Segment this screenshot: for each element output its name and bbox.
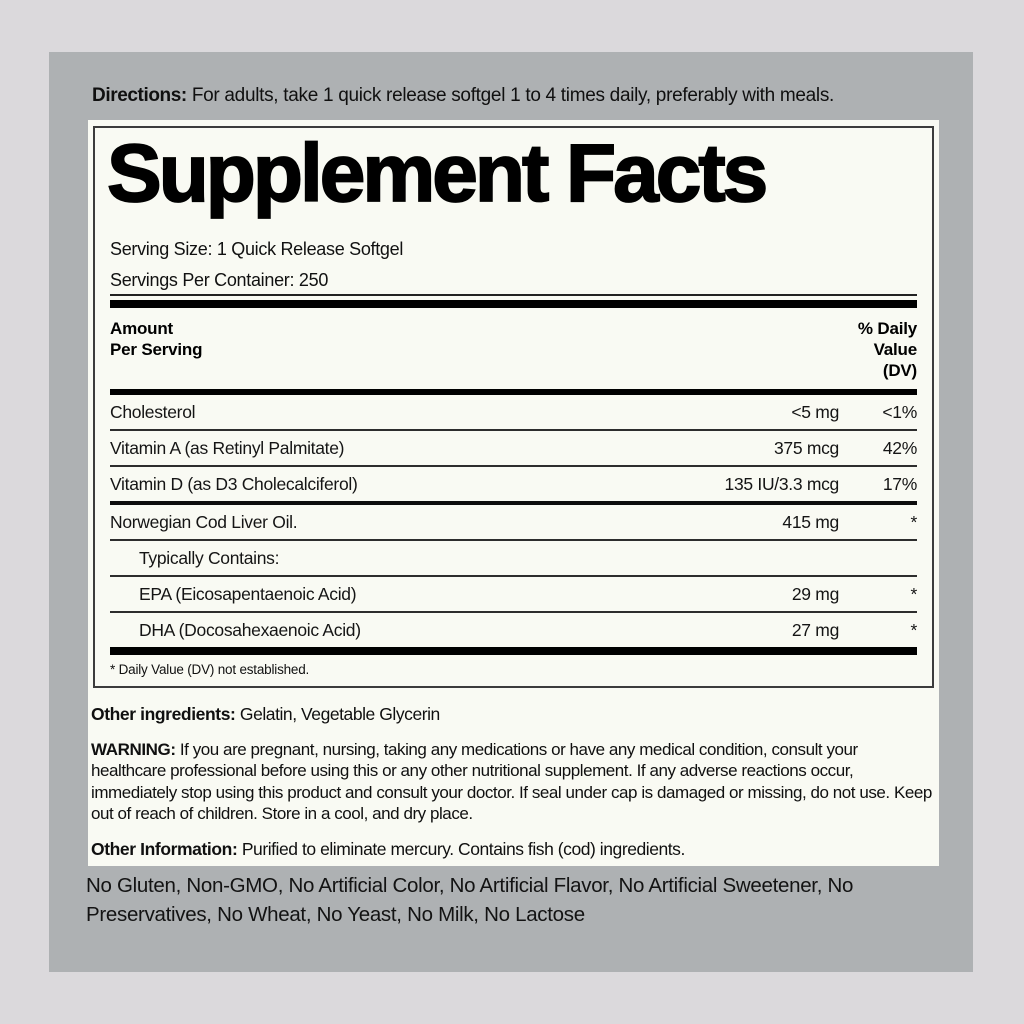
- table-row: EPA (Eicosapentaenoic Acid) 29 mg *: [110, 577, 917, 611]
- table-header: Amount Per Serving % Daily Value (DV): [110, 308, 917, 389]
- label-lower-sections: Other ingredients: Gelatin, Vegetable Gl…: [91, 704, 936, 860]
- table-row: Vitamin D (as D3 Cholecalciferol) 135 IU…: [110, 467, 917, 501]
- other-information: Other Information: Purified to eliminate…: [91, 839, 936, 861]
- header-line: Amount: [110, 319, 174, 338]
- serving-size: Serving Size: 1 Quick Release Softgel: [110, 239, 404, 259]
- amount-per-serving-header: Amount Per Serving: [110, 318, 202, 381]
- divider: [110, 501, 917, 505]
- table-row: Typically Contains:: [110, 541, 917, 575]
- other-information-label: Other Information:: [91, 838, 238, 859]
- ingredient-dv: *: [910, 619, 917, 640]
- ingredient-name: Typically Contains:: [139, 547, 280, 568]
- divider: [110, 575, 917, 577]
- supplement-facts-title: Supplement Facts: [106, 128, 769, 219]
- divider: [110, 294, 917, 296]
- servings-per-container: Servings Per Container: 250: [110, 270, 329, 290]
- ingredient-amount: 375 mcg: [773, 437, 839, 458]
- table-row: DHA (Docosahexaenoic Acid) 27 mg *: [110, 613, 917, 647]
- other-ingredients-label: Other ingredients:: [91, 704, 236, 724]
- daily-value-header: % Daily Value (DV): [858, 318, 917, 381]
- ingredient-dv: 17%: [882, 473, 917, 494]
- warning: WARNING: If you are pregnant, nursing, t…: [91, 739, 936, 825]
- divider: [110, 429, 917, 431]
- ingredient-amount: 27 mg: [791, 619, 839, 640]
- divider: [110, 389, 917, 395]
- divider: [110, 300, 917, 308]
- ingredient-name: Norwegian Cod Liver Oil.: [110, 511, 298, 532]
- table-row: Vitamin A (as Retinyl Palmitate) 375 mcg…: [110, 431, 917, 465]
- other-ingredients: Other ingredients: Gelatin, Vegetable Gl…: [91, 704, 936, 726]
- ingredient-dv: 42%: [882, 437, 917, 458]
- divider: [110, 611, 917, 613]
- ingredient-dv: *: [910, 511, 917, 532]
- ingredient-dv: <1%: [882, 401, 917, 422]
- header-line: Per Serving: [110, 340, 203, 359]
- header-line: Value: [873, 340, 918, 359]
- product-label-panel: Directions: For adults, take 1 quick rel…: [49, 52, 973, 972]
- ingredient-name: Cholesterol: [110, 401, 196, 422]
- header-line: % Daily: [857, 319, 917, 338]
- allergen-claims: No Gluten, Non-GMO, No Artificial Color,…: [86, 874, 854, 926]
- divider: [110, 647, 917, 655]
- directions-text: Directions: For adults, take 1 quick rel…: [92, 85, 834, 107]
- other-ingredients-body: Gelatin, Vegetable Glycerin: [239, 704, 440, 724]
- ingredient-name: DHA (Docosahexaenoic Acid): [139, 619, 361, 640]
- ingredient-amount: 415 mg: [782, 511, 839, 532]
- ingredient-dv: *: [910, 583, 917, 604]
- other-information-body: Purified to eliminate mercury. Contains …: [241, 838, 686, 859]
- daily-value-footnote: * Daily Value (DV) not established.: [110, 662, 310, 677]
- ingredient-amount: 135 IU/3.3 mcg: [724, 473, 840, 494]
- warning-body: If you are pregnant, nursing, taking any…: [91, 739, 932, 824]
- table-row: Norwegian Cod Liver Oil. 415 mg *: [110, 505, 917, 539]
- ingredient-amount: <5 mg: [791, 401, 839, 422]
- supplement-facts-box: Supplement Facts Serving Size: 1 Quick R…: [93, 126, 934, 688]
- divider: [110, 539, 917, 541]
- directions-label: Directions:: [92, 85, 187, 106]
- ingredient-amount: 29 mg: [791, 583, 839, 604]
- supplement-label-sheet: Supplement Facts Serving Size: 1 Quick R…: [88, 120, 939, 866]
- directions-body: For adults, take 1 quick release softgel…: [191, 85, 834, 106]
- table-row: Cholesterol <5 mg <1%: [110, 395, 917, 429]
- ingredient-name: EPA (Eicosapentaenoic Acid): [139, 583, 357, 604]
- header-line: (DV): [882, 361, 917, 380]
- warning-label: WARNING:: [91, 739, 176, 759]
- divider: [110, 465, 917, 467]
- ingredient-name: Vitamin D (as D3 Cholecalciferol): [110, 473, 358, 494]
- ingredient-name: Vitamin A (as Retinyl Palmitate): [110, 437, 345, 458]
